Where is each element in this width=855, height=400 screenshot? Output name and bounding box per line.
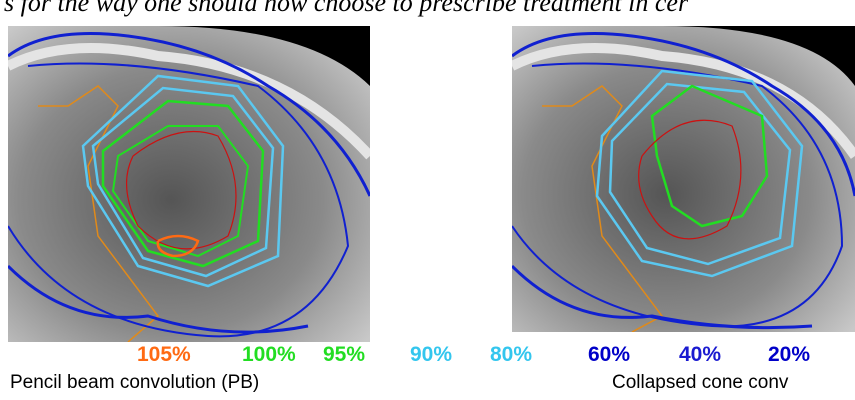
- ct-image-cc: [512, 26, 855, 332]
- figure: s for the way one should now choose to p…: [0, 0, 855, 400]
- legend-label: 100%: [242, 343, 296, 367]
- legend-label: 80%: [490, 343, 532, 367]
- heading: s for the way one should now choose to p…: [4, 0, 688, 18]
- legend-label: 95%: [323, 343, 365, 367]
- legend-label: 105%: [137, 343, 191, 367]
- legend-label: 60%: [588, 343, 630, 367]
- legend-label: 90%: [410, 343, 452, 367]
- legend-label: 20%: [768, 343, 810, 367]
- ct-image-pb: [8, 26, 370, 342]
- caption: Pencil beam convolution (PB): [10, 372, 259, 394]
- legend-label: 40%: [679, 343, 721, 367]
- caption: Collapsed cone conv: [612, 372, 788, 394]
